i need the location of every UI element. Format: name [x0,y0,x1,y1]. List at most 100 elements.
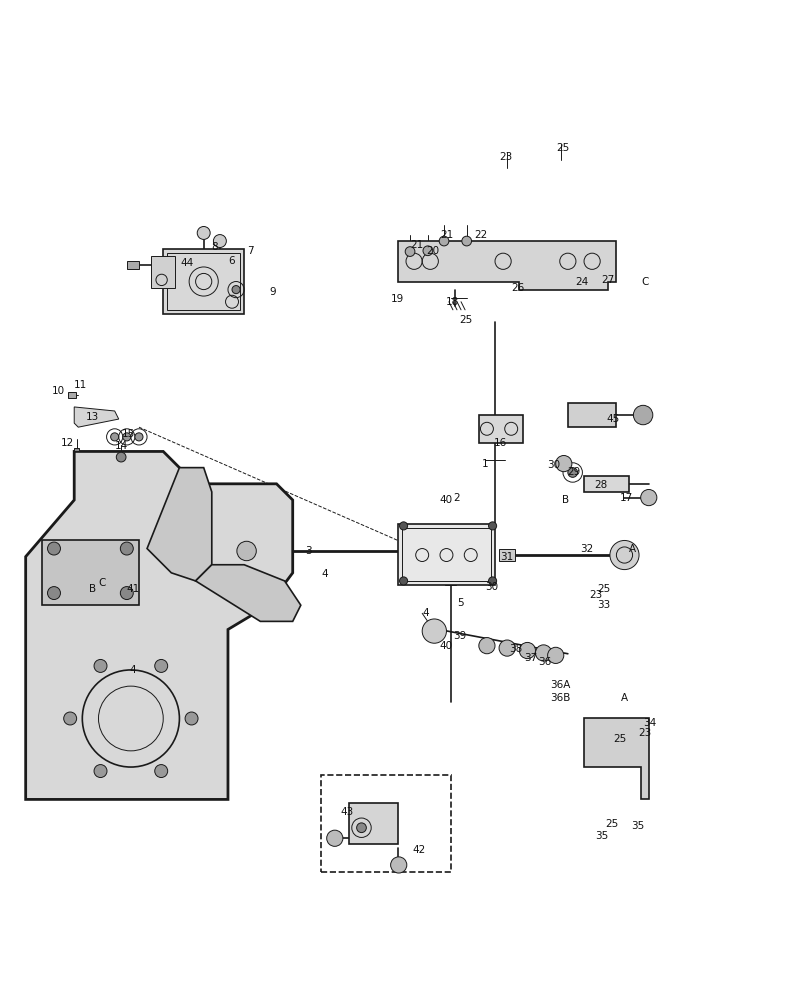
Text: 44: 44 [181,258,194,268]
Bar [349,803,397,844]
Text: 4: 4 [129,665,135,675]
Text: 22: 22 [474,230,487,240]
Bar [320,775,450,872]
Text: 26: 26 [510,283,524,293]
Text: 35: 35 [631,821,644,831]
Circle shape [478,638,495,654]
Text: 8: 8 [212,242,218,252]
Circle shape [197,226,210,239]
Circle shape [135,433,143,441]
Text: 12: 12 [61,438,75,448]
Polygon shape [74,407,118,427]
Circle shape [439,236,448,246]
Text: 36A: 36A [550,680,570,690]
Text: 36B: 36B [550,693,570,703]
Circle shape [120,542,133,555]
Text: 24: 24 [574,277,587,287]
Text: 21: 21 [440,230,453,240]
Text: A: A [629,544,635,554]
Text: 23: 23 [498,152,512,162]
Text: 41: 41 [127,584,139,594]
Circle shape [155,765,168,778]
Circle shape [155,257,171,273]
Text: 18: 18 [445,297,458,307]
Circle shape [185,712,198,725]
Text: 25: 25 [604,819,617,829]
Circle shape [405,247,414,256]
Bar [478,415,523,443]
Bar [151,256,175,288]
Bar [583,476,628,492]
Text: 42: 42 [412,845,425,855]
Polygon shape [26,451,292,799]
Text: 28: 28 [594,480,607,490]
Text: 38: 38 [508,644,522,654]
Text: 14: 14 [114,441,127,451]
Circle shape [63,712,76,725]
Bar [567,403,616,427]
Text: 1: 1 [482,459,488,469]
Circle shape [555,455,571,472]
Bar [42,540,139,605]
Bar [167,253,240,310]
Bar [163,249,244,314]
Circle shape [94,659,107,672]
Circle shape [547,647,563,663]
Circle shape [213,235,226,248]
Text: 9: 9 [268,287,276,297]
Circle shape [633,405,652,425]
Text: 45: 45 [606,414,619,424]
Text: 30: 30 [547,460,560,470]
Polygon shape [397,241,616,290]
Text: 13: 13 [86,412,99,422]
Bar [127,261,139,269]
Text: 21: 21 [410,240,423,250]
Circle shape [567,468,577,477]
Text: 25: 25 [596,584,609,594]
Circle shape [110,433,118,441]
Circle shape [534,645,551,661]
Text: 25: 25 [459,315,472,325]
Circle shape [390,857,406,873]
Text: 20: 20 [426,246,439,256]
Text: 39: 39 [453,631,466,641]
Bar [67,392,75,398]
Text: 11: 11 [74,380,88,390]
Circle shape [326,830,342,846]
Text: 2: 2 [453,493,459,503]
Circle shape [94,765,107,778]
Text: 5: 5 [457,598,463,608]
Circle shape [48,587,60,600]
Circle shape [120,587,133,600]
Text: 34: 34 [642,718,655,728]
Circle shape [356,823,366,833]
Text: 4: 4 [321,569,328,579]
Text: 40: 40 [440,641,453,651]
Text: 30: 30 [485,582,498,592]
Text: 25: 25 [612,734,625,744]
Text: 37: 37 [523,653,537,663]
Polygon shape [147,468,212,581]
Text: 31: 31 [500,552,513,562]
Text: 23: 23 [589,590,602,600]
Text: 23: 23 [637,728,650,738]
Circle shape [519,642,534,659]
Text: C: C [640,277,648,287]
Text: 33: 33 [597,600,610,610]
Circle shape [116,452,126,462]
Text: 15: 15 [122,429,135,439]
Bar [397,524,495,585]
Polygon shape [195,565,300,621]
Circle shape [399,577,407,585]
Circle shape [155,659,168,672]
Text: 40: 40 [440,495,453,505]
Text: 16: 16 [493,438,507,448]
Text: 10: 10 [51,386,65,396]
Circle shape [488,577,496,585]
Text: 32: 32 [579,544,592,554]
Text: 7: 7 [247,246,254,256]
Circle shape [609,540,638,570]
Text: B: B [561,495,569,505]
Text: B: B [89,584,97,594]
Text: A: A [620,693,627,703]
